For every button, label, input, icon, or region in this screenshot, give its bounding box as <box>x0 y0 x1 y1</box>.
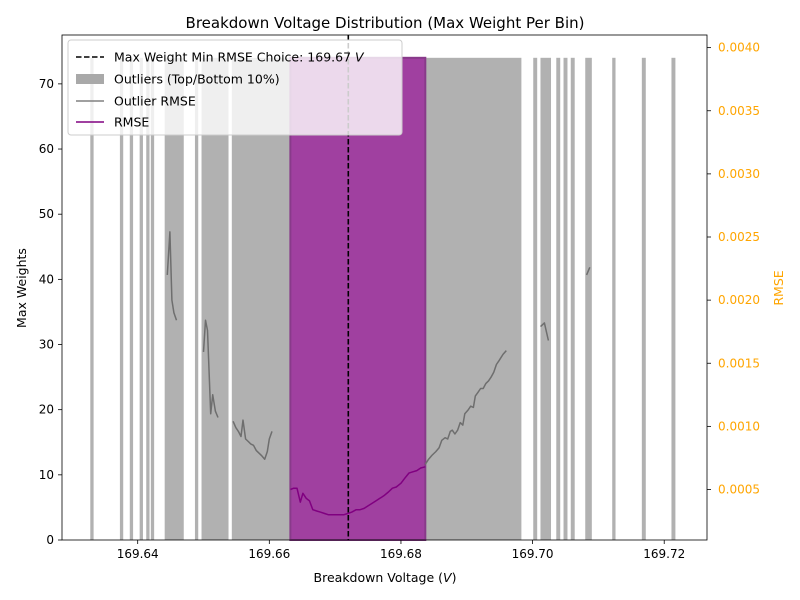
x-axis-label: Breakdown Voltage (V) <box>314 570 457 585</box>
outlier-bar <box>129 57 134 540</box>
outlier-bar <box>425 57 522 540</box>
y-tick-label: 50 <box>39 207 54 221</box>
outlier-bar <box>90 57 94 540</box>
legend-label-choice: Max Weight Min RMSE Choice: 169.67 V <box>114 50 365 65</box>
x-tick-label: 169.66 <box>248 547 290 561</box>
x-axis-ticks: 169.64 169.66 169.68 169.70 169.72 <box>117 540 685 561</box>
outlier-bar <box>119 57 124 540</box>
rmse-lines <box>166 231 591 516</box>
x-tick-label: 169.72 <box>643 547 685 561</box>
plot-frame <box>61 34 708 541</box>
outlier-bar <box>585 57 592 540</box>
legend-label-outliers: Outliers (Top/Bottom 10%) <box>114 72 280 87</box>
outlier-rmse-line <box>424 350 507 465</box>
outlier-rmse-line <box>232 419 273 460</box>
outlier-bar <box>556 57 561 540</box>
outlier-bar <box>146 57 150 540</box>
y2-axis-label: RMSE <box>771 270 786 305</box>
outlier-rmse-line <box>166 231 178 321</box>
y2-tick-label: 0.0005 <box>718 483 760 497</box>
y2-tick-label: 0.0010 <box>718 419 760 433</box>
outlier-bar <box>612 57 616 540</box>
y-tick-label: 60 <box>39 142 54 156</box>
outlier-bar <box>540 57 552 540</box>
outlier-rmse-line <box>585 267 591 276</box>
y-tick-label: 40 <box>39 272 54 286</box>
outlier-bar <box>139 57 143 540</box>
x-tick-label: 169.68 <box>380 547 422 561</box>
y-axis-ticks: 0 10 20 30 40 50 60 70 <box>39 77 62 547</box>
legend-swatch-outliers <box>76 74 104 84</box>
legend-label-outlier-rmse: Outlier RMSE <box>114 94 196 109</box>
outlier-bar <box>201 57 229 540</box>
outlier-bars <box>90 57 676 540</box>
outlier-bar <box>150 57 155 540</box>
y-tick-label: 0 <box>46 533 54 547</box>
rmse-line <box>290 466 426 516</box>
outlier-rmse-line <box>539 322 550 341</box>
legend: Max Weight Min RMSE Choice: 169.67 V Out… <box>67 39 403 136</box>
outlier-bar <box>164 57 184 540</box>
outlier-bar <box>231 57 291 540</box>
y-tick-label: 10 <box>39 468 54 482</box>
outlier-bar <box>570 57 575 540</box>
y-tick-label: 30 <box>39 338 54 352</box>
outlier-bar <box>533 57 538 540</box>
outlier-bar <box>563 57 568 540</box>
outlier-rmse-line <box>202 319 219 418</box>
legend-label-rmse: RMSE <box>114 115 149 130</box>
y2-tick-label: 0.0025 <box>718 230 760 244</box>
x-tick-label: 169.64 <box>117 547 159 561</box>
x-tick-label: 169.70 <box>512 547 554 561</box>
y2-tick-label: 0.0035 <box>718 104 760 118</box>
outlier-bar <box>641 57 646 540</box>
y-tick-label: 20 <box>39 403 54 417</box>
outlier-bar <box>194 57 199 540</box>
y2-tick-label: 0.0015 <box>718 356 760 370</box>
y2-tick-label: 0.0040 <box>718 41 760 55</box>
y2-tick-label: 0.0020 <box>718 293 760 307</box>
outlier-bar <box>671 57 676 540</box>
y-tick-label: 70 <box>39 77 54 91</box>
chart-title: Breakdown Voltage Distribution (Max Weig… <box>186 14 585 32</box>
y-axis-label: Max Weights <box>14 248 29 328</box>
y2-tick-label: 0.0030 <box>718 167 760 181</box>
y2-axis-ticks: 0.0005 0.0010 0.0015 0.0020 0.0025 0.0030 0.00… <box>707 41 760 497</box>
legend-box <box>67 39 403 136</box>
